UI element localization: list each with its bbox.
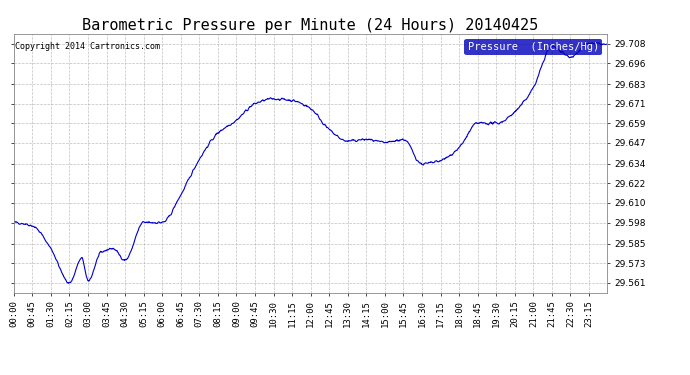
Pressure  (Inches/Hg) — [591, 40, 600, 45]
Legend: Pressure  (Inches/Hg): Pressure (Inches/Hg) — [464, 39, 602, 55]
Pressure  (Inches/Hg) — [10, 220, 18, 224]
Pressure  (Inches/Hg) — [142, 220, 150, 224]
Line: Pressure  (Inches/Hg): Pressure (Inches/Hg) — [14, 42, 607, 283]
Title: Barometric Pressure per Minute (24 Hours) 20140425: Barometric Pressure per Minute (24 Hours… — [82, 18, 539, 33]
Text: Copyright 2014 Cartronics.com: Copyright 2014 Cartronics.com — [15, 42, 160, 51]
Pressure  (Inches/Hg) — [403, 140, 411, 144]
Pressure  (Inches/Hg) — [481, 121, 489, 125]
Pressure  (Inches/Hg) — [128, 247, 136, 251]
Pressure  (Inches/Hg) — [64, 281, 72, 285]
Pressure  (Inches/Hg) — [533, 77, 541, 81]
Pressure  (Inches/Hg) — [603, 42, 611, 46]
Pressure  (Inches/Hg) — [208, 138, 217, 142]
